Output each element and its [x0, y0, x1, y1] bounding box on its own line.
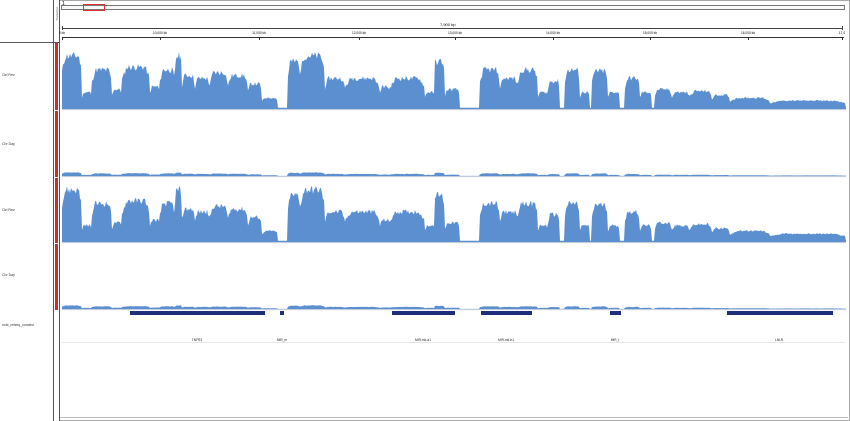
span-line [62, 28, 842, 29]
ruler-tick [748, 37, 749, 40]
ruler-tick-label: 15,000 kb [642, 31, 658, 35]
span-tick-right [842, 26, 843, 30]
gene-label[interactable]: LNLR [774, 338, 784, 342]
ruler-tick [455, 37, 456, 40]
ruler-tick [259, 37, 260, 40]
coverage-area[interactable] [62, 185, 846, 242]
coverage-area[interactable] [62, 172, 846, 176]
ruler-tick-label: 0 kb [58, 31, 66, 35]
gene-feature[interactable] [392, 311, 455, 315]
attribute-cell-1[interactable] [55, 43, 58, 110]
track-label-genes[interactable]: ncbi_refseq_curated [2, 323, 34, 327]
gene-label[interactable]: MIR_m [276, 338, 288, 342]
gene-label[interactable]: MIR_t [610, 338, 620, 342]
ruler-tick [842, 37, 843, 40]
header-separator [0, 42, 53, 43]
track-label-2[interactable]: Chr Day [2, 142, 15, 146]
ruler-tick [359, 37, 360, 40]
attribute-cell-3[interactable] [55, 178, 58, 243]
ruler-axis[interactable] [62, 37, 844, 38]
ruler-tick [62, 37, 63, 40]
ruler-tick-label: 10,000 kb [152, 31, 168, 35]
ideogram-region-marker[interactable] [83, 4, 105, 11]
gene-feature[interactable] [610, 311, 621, 315]
gene-feature[interactable] [280, 311, 284, 315]
track-label-4[interactable]: Chr Day [2, 273, 15, 277]
gene-label[interactable]: TNFR3 [191, 338, 203, 342]
track-label-3[interactable]: Ctrl Rev [2, 208, 15, 212]
attribute-header-separator [54, 42, 60, 43]
ruler-tick-label: 12,000 kb [351, 31, 367, 35]
ruler-tick-label: 16,000 kb [740, 31, 756, 35]
gene-label[interactable]: MIR-mir-b1 [498, 338, 514, 342]
ruler-tick-label: 14,000 kb [545, 31, 561, 35]
gene-feature[interactable] [481, 311, 532, 315]
ruler-tick [160, 37, 161, 40]
ruler-tick-label: 17,0 [838, 31, 846, 35]
chromosome-ideogram[interactable] [61, 5, 845, 10]
gene-feature[interactable] [727, 311, 833, 315]
track-label-1[interactable]: Ctrl Rev [2, 73, 15, 77]
ruler-tick [650, 37, 651, 40]
attribute-cell-4[interactable] [55, 244, 58, 310]
span-label: 7,900 bp [438, 22, 458, 27]
attribute-cell-2[interactable] [55, 111, 58, 177]
track-name-panel [0, 0, 54, 421]
coverage-area[interactable] [62, 305, 846, 309]
chromosome-start-label: 1 [62, 1, 65, 7]
gene-label[interactable]: MIR-mir-a1 [415, 338, 431, 342]
gene-feature[interactable] [130, 311, 265, 315]
ruler-tick-label: 13,000 kb [447, 31, 463, 35]
ruler-tick-label: 11,000 kb [252, 31, 266, 35]
coverage-area[interactable] [62, 51, 846, 109]
ruler-tick [553, 37, 554, 40]
